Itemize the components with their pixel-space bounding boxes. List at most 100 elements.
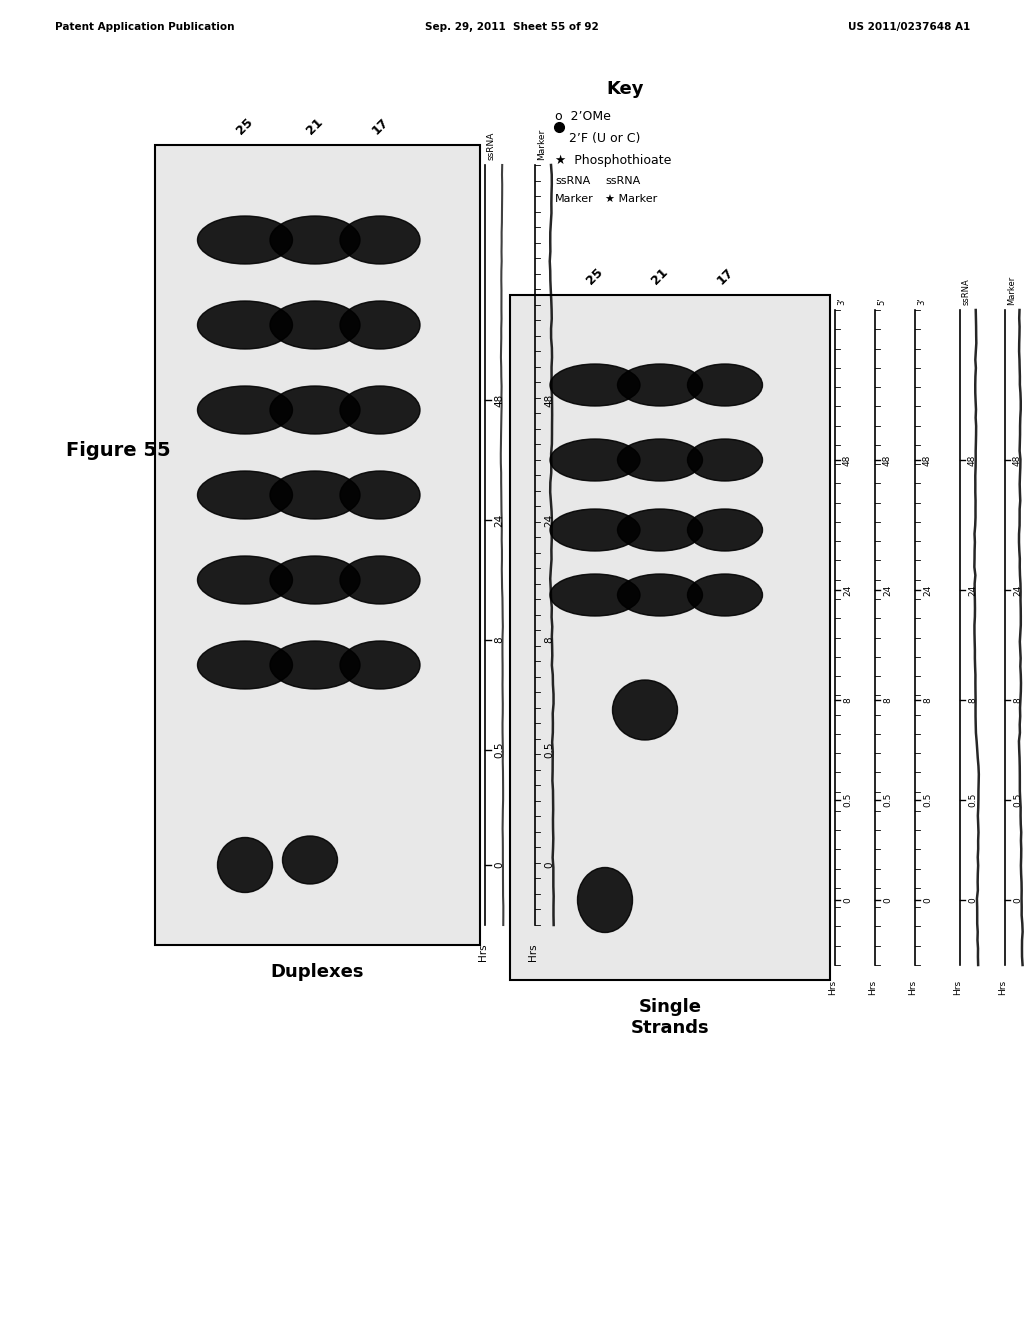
Text: 0: 0 [968,898,977,903]
Text: 0: 0 [883,898,892,903]
Ellipse shape [617,574,702,616]
Text: 21: 21 [304,115,326,137]
Ellipse shape [340,471,420,519]
Text: 8: 8 [1013,697,1022,702]
Ellipse shape [198,642,293,689]
Ellipse shape [340,556,420,605]
Text: 48: 48 [494,393,504,407]
Text: 8: 8 [843,697,852,702]
Text: 8: 8 [494,636,504,643]
Ellipse shape [340,385,420,434]
Text: Hrs: Hrs [908,979,918,995]
Text: Hrs: Hrs [528,942,538,961]
Ellipse shape [687,510,763,550]
Text: US 2011/0237648 A1: US 2011/0237648 A1 [848,22,970,32]
Text: ssRNA: ssRNA [555,176,590,186]
Text: ★  Phosphothioate: ★ Phosphothioate [555,154,672,168]
Text: 48: 48 [923,454,932,466]
Text: 0.5: 0.5 [843,793,852,808]
Text: 25: 25 [234,115,256,137]
Ellipse shape [340,216,420,264]
Ellipse shape [550,364,640,407]
Text: Marker: Marker [537,129,546,160]
Text: 3': 3' [918,297,926,305]
Text: Sep. 29, 2011  Sheet 55 of 92: Sep. 29, 2011 Sheet 55 of 92 [425,22,599,32]
Text: 25: 25 [585,265,606,286]
Text: 0: 0 [1013,898,1022,903]
Ellipse shape [198,556,293,605]
Ellipse shape [270,556,360,605]
Ellipse shape [550,574,640,616]
Text: 0.5: 0.5 [923,793,932,808]
Text: Figure 55: Figure 55 [66,441,170,459]
Ellipse shape [550,440,640,480]
Text: o  2’OMe: o 2’OMe [555,110,611,123]
Text: 8: 8 [968,697,977,702]
Ellipse shape [617,364,702,407]
Text: Duplexes: Duplexes [270,964,365,981]
Text: Marker: Marker [1007,276,1016,305]
Text: Single
Strands: Single Strands [631,998,710,1036]
Ellipse shape [198,471,293,519]
Text: Marker: Marker [555,194,594,205]
Text: 17: 17 [370,115,391,137]
Ellipse shape [198,216,293,264]
Text: 48: 48 [843,454,852,466]
Text: 24: 24 [968,585,977,595]
Ellipse shape [283,836,338,884]
Text: Hrs: Hrs [828,979,838,995]
Text: 24: 24 [544,513,554,527]
Text: 48: 48 [1013,454,1022,466]
Text: Patent Application Publication: Patent Application Publication [55,22,234,32]
Ellipse shape [340,301,420,348]
Text: Hrs: Hrs [478,942,488,961]
Text: 24: 24 [494,513,504,527]
Ellipse shape [198,385,293,434]
Ellipse shape [617,440,702,480]
Ellipse shape [270,216,360,264]
Bar [510,294,830,979]
Text: 0.5: 0.5 [883,793,892,808]
Text: 0: 0 [494,862,504,869]
Ellipse shape [270,471,360,519]
Text: 8: 8 [883,697,892,702]
Text: 0: 0 [923,898,932,903]
Ellipse shape [550,510,640,550]
Ellipse shape [270,301,360,348]
Ellipse shape [270,385,360,434]
Text: 5': 5' [877,297,886,305]
Text: Key: Key [606,81,644,98]
Bar [155,145,480,945]
Text: Hrs: Hrs [953,979,963,995]
Text: ssRNA: ssRNA [605,176,640,186]
Text: 2’F (U or C): 2’F (U or C) [569,132,640,145]
Ellipse shape [217,837,272,892]
Text: 48: 48 [544,393,554,407]
Text: 0.5: 0.5 [544,742,554,758]
Text: 0.5: 0.5 [1013,793,1022,808]
Text: Hrs: Hrs [868,979,878,995]
Ellipse shape [270,642,360,689]
Text: 8: 8 [544,636,554,643]
Ellipse shape [612,680,678,741]
Ellipse shape [687,440,763,480]
Text: 0.5: 0.5 [968,793,977,808]
Ellipse shape [687,574,763,616]
Ellipse shape [198,301,293,348]
Ellipse shape [617,510,702,550]
Text: 0: 0 [544,862,554,869]
Text: 24: 24 [883,585,892,595]
Text: Hrs: Hrs [998,979,1008,995]
Text: 24: 24 [843,585,852,595]
Text: ssRNA: ssRNA [962,279,971,305]
Text: ssRNA: ssRNA [487,132,496,160]
Text: 24: 24 [1013,585,1022,595]
Text: 8: 8 [923,697,932,702]
Ellipse shape [578,867,633,932]
Text: ★ Marker: ★ Marker [605,194,657,205]
Text: 48: 48 [883,454,892,466]
Ellipse shape [340,642,420,689]
Ellipse shape [687,364,763,407]
Text: 21: 21 [649,265,671,286]
Text: 48: 48 [968,454,977,466]
